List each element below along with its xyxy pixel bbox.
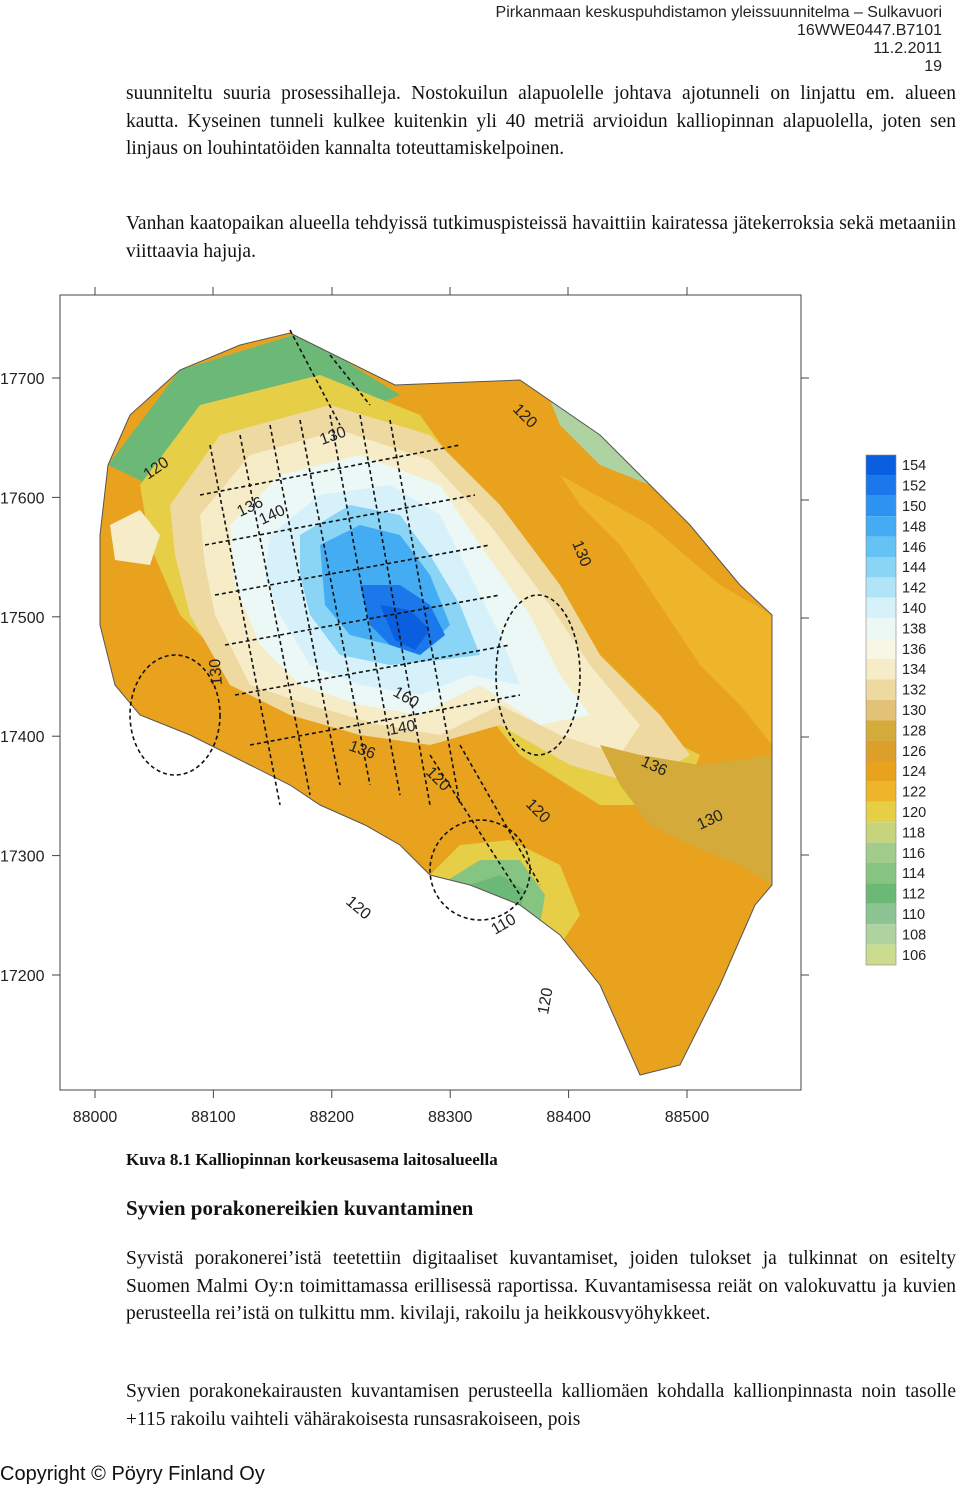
y-tick-label: 17600 [0, 490, 45, 507]
bedrock-contour-map: 120 130 120 136 140 130 130 160 140 136 … [0, 287, 926, 1126]
legend-swatch [866, 699, 896, 721]
legend-label: 126 [902, 744, 926, 760]
y-tick-label: 17200 [0, 968, 45, 985]
copyright-footer: Copyright © Pöyry Finland Oy [0, 1463, 265, 1485]
legend-swatch [866, 536, 896, 557]
x-tick-label: 88400 [546, 1109, 591, 1126]
legend-label: 130 [902, 703, 926, 719]
legend-swatch [866, 597, 896, 619]
legend-label: 148 [902, 519, 926, 535]
legend-swatch [866, 924, 896, 945]
legend-label: 112 [902, 887, 925, 903]
survey-lines [129, 329, 581, 921]
legend-swatch [866, 659, 896, 680]
legend-label: 116 [902, 846, 925, 862]
legend-label: 154 [902, 458, 926, 474]
header-document-code: 16WWE0447.B7101 [797, 22, 942, 39]
legend-swatch [866, 577, 896, 598]
legend-label: 150 [902, 499, 926, 515]
plot-frame [59, 294, 802, 1091]
legend-label: 124 [902, 764, 926, 780]
body-paragraph-3: Syvistä porakonerei’istä teetettiin digi… [126, 1248, 956, 1324]
legend-swatch [866, 679, 896, 700]
legend-label: 118 [902, 825, 925, 841]
legend-swatch [866, 822, 896, 843]
legend-label: 122 [902, 785, 926, 801]
legend-label: 110 [902, 907, 925, 923]
x-tick-label: 88300 [428, 1109, 473, 1126]
body-paragraph-1: suunniteltu suuria prosessihalleja. Nost… [126, 83, 956, 159]
legend-label: 132 [902, 683, 926, 699]
legend-swatch [866, 944, 896, 965]
header-date: 11.2.2011 [873, 40, 942, 57]
contour-label: 130 [207, 658, 226, 686]
y-tick-label: 17300 [0, 849, 45, 866]
map-outline [99, 332, 773, 1076]
section-heading: Syvien porakonereikien kuvantaminen [126, 1196, 474, 1220]
header-page-number: 19 [924, 58, 942, 75]
legend-swatch [866, 495, 896, 517]
body-paragraph-2: Vanhan kaatopaikan alueella tehdyissä tu… [126, 213, 956, 262]
legend-swatch [866, 883, 896, 904]
legend-swatch [866, 475, 896, 496]
x-tick-label: 88500 [665, 1109, 710, 1126]
legend-label: 108 [902, 927, 926, 943]
contour-label: 140 [388, 718, 417, 739]
legend-swatch [866, 842, 896, 863]
contour-label: 120 [535, 986, 556, 1015]
contour-label: 120 [342, 893, 373, 923]
legend-label: 136 [902, 642, 926, 658]
legend-label: 152 [902, 479, 926, 495]
figure-caption: Kuva 8.1 Kalliopinnan korkeusasema laito… [126, 1150, 498, 1169]
contour-label: 110 [489, 911, 520, 939]
legend-label: 140 [902, 601, 926, 617]
legend-label: 142 [902, 581, 926, 597]
x-axis: 88000 88100 88200 88300 88400 88500 [73, 1090, 710, 1126]
x-tick-label: 88100 [191, 1109, 236, 1126]
legend-label: 138 [902, 621, 926, 637]
legend-label: 146 [902, 540, 926, 556]
legend-swatch [866, 761, 896, 782]
legend-swatch [866, 720, 896, 741]
legend-label: 134 [902, 662, 926, 678]
legend-label: 106 [902, 948, 926, 964]
header-document-title: Pirkanmaan keskuspuhdistamon yleissuunni… [495, 4, 942, 21]
x-tick-label: 88000 [73, 1109, 118, 1126]
legend-swatch [866, 557, 896, 578]
legend-swatch [866, 781, 896, 802]
legend-swatch [866, 516, 896, 537]
legend-label: 120 [902, 805, 926, 821]
legend-label: 114 [902, 866, 925, 882]
legend-label: 144 [902, 560, 926, 576]
legend-swatch [866, 903, 896, 925]
y-axis: 17700 17600 17500 17400 17300 17200 [0, 371, 60, 985]
legend-swatch [866, 863, 896, 884]
legend-border [865, 454, 897, 966]
color-legend: 154 152 150 148 146 144 142 140 138 136 134 132 130 1… [865, 454, 926, 966]
y-tick-label: 17500 [0, 610, 45, 627]
legend-swatch [866, 638, 896, 659]
legend-swatch [866, 455, 896, 476]
top-tick-marks [94, 287, 809, 976]
contour-fill-layers [100, 333, 772, 1075]
y-tick-label: 17700 [0, 371, 45, 388]
legend-label: 128 [902, 723, 926, 739]
y-tick-label: 17400 [0, 729, 45, 746]
legend-swatch [866, 801, 896, 823]
body-paragraph-4: Syvien porakonekairausten kuvantamisen p… [126, 1381, 956, 1430]
x-tick-label: 88200 [310, 1109, 355, 1126]
legend-swatch [866, 618, 896, 639]
legend-swatch [866, 740, 896, 761]
